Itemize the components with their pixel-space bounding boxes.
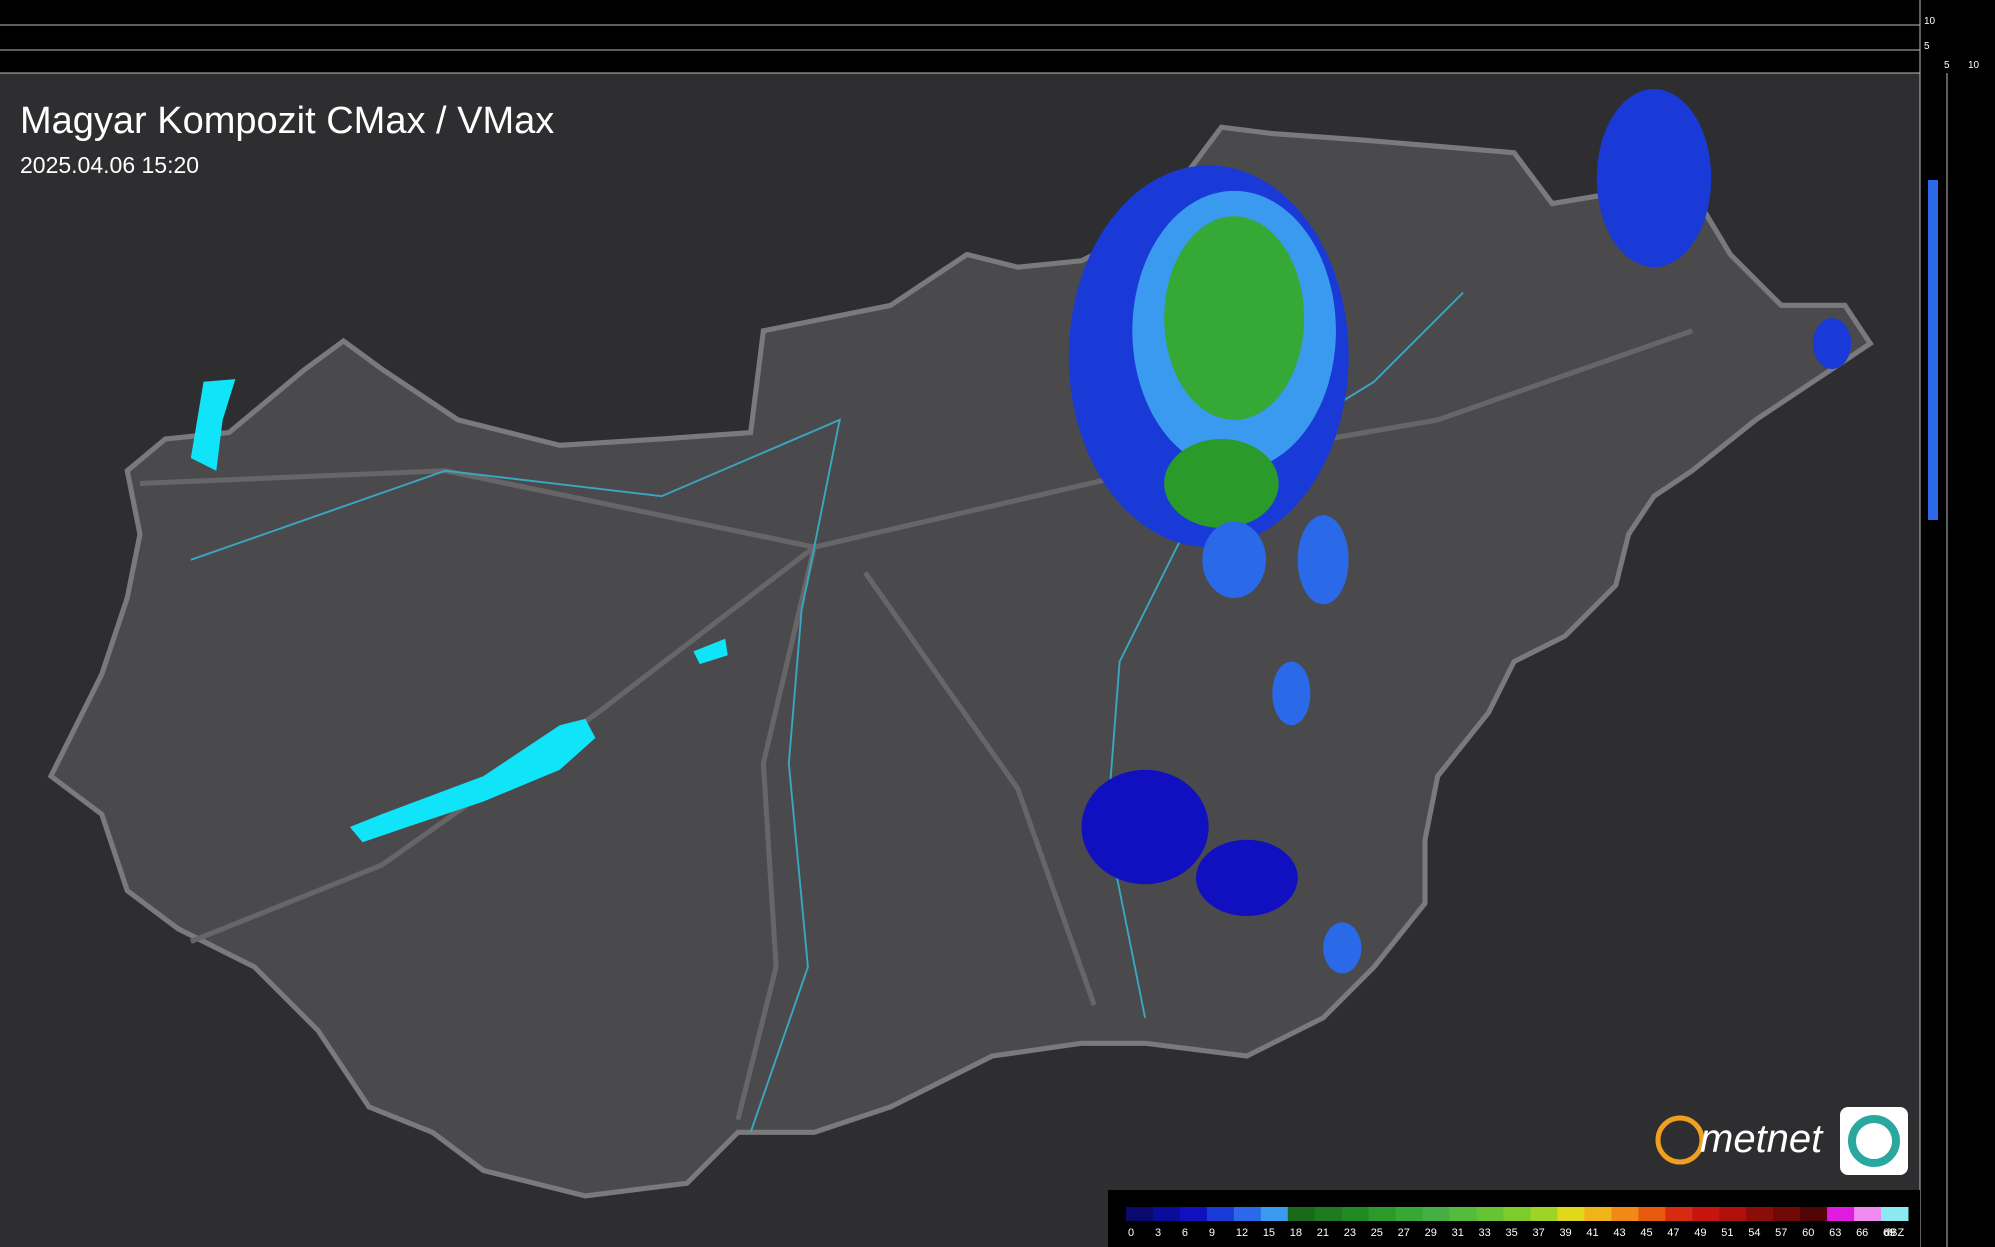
legend-swatch — [1287, 1207, 1316, 1221]
legend-label: 66 — [1856, 1227, 1868, 1239]
echo — [1081, 769, 1209, 885]
legend-label: 39 — [1559, 1227, 1571, 1239]
road — [139, 328, 1693, 550]
echo — [1164, 438, 1279, 529]
legend-swatch — [1126, 1207, 1154, 1221]
road — [863, 571, 1097, 1006]
legend-label: 69 — [1883, 1227, 1895, 1239]
legend-label: 29 — [1425, 1227, 1437, 1239]
lake — [190, 379, 236, 471]
legend-label: 51 — [1721, 1227, 1733, 1239]
legend-label: 3 — [1155, 1227, 1161, 1239]
legend-swatch — [1611, 1207, 1639, 1221]
legend-label: 45 — [1640, 1227, 1652, 1239]
echo — [1164, 216, 1305, 420]
legend-label: 23 — [1344, 1227, 1356, 1239]
logo: metnet — [1655, 1107, 1908, 1175]
legend-label: 57 — [1775, 1227, 1787, 1239]
legend-label: 9 — [1209, 1227, 1215, 1239]
legend-label: 63 — [1829, 1227, 1841, 1239]
country-outline — [47, 124, 1874, 1199]
echo — [1323, 922, 1362, 974]
legend-swatch — [1476, 1207, 1505, 1221]
echo — [1596, 89, 1712, 268]
legend-label: 21 — [1317, 1227, 1329, 1239]
legend-swatch — [1449, 1207, 1478, 1221]
echo — [1297, 515, 1349, 605]
scale-label: 10 — [1968, 60, 1980, 71]
legend-swatch — [1260, 1207, 1289, 1221]
legend-swatch — [1665, 1207, 1693, 1221]
map-layer — [47, 89, 1874, 1199]
echo — [1202, 521, 1266, 598]
logo-text: metnet — [1700, 1117, 1824, 1161]
top-strip — [0, 0, 1920, 73]
legend-swatch — [1206, 1207, 1235, 1221]
lake — [349, 718, 596, 843]
legend-label: 49 — [1694, 1227, 1706, 1239]
precipitation — [1068, 89, 1852, 974]
legend-label: 60 — [1802, 1227, 1814, 1239]
legend-swatch — [1368, 1207, 1397, 1221]
legend-swatch — [1422, 1207, 1451, 1221]
side-profile — [1928, 180, 1938, 520]
legend-unit: dBZ — [1884, 1227, 1904, 1239]
legend-swatch — [1314, 1207, 1343, 1221]
legend-label: 6 — [1182, 1227, 1188, 1239]
legend-label: 33 — [1479, 1227, 1491, 1239]
legend-swatch — [1800, 1207, 1828, 1221]
road — [735, 546, 817, 1121]
legend-swatch — [1692, 1207, 1720, 1221]
legend: 0 3 6 9 12 15 18 21 23 25 27 29 31 33 35 37 39 41 43 45 47 49… — [1126, 1207, 1909, 1239]
legend-swatch — [1530, 1207, 1558, 1221]
legend-swatch — [1719, 1207, 1747, 1221]
legend-swatch — [1152, 1207, 1181, 1221]
legend-swatch — [1854, 1207, 1882, 1221]
echo — [1813, 318, 1852, 369]
legend-swatch — [1503, 1207, 1531, 1221]
legend-label: 25 — [1371, 1227, 1383, 1239]
legend-swatch — [1557, 1207, 1585, 1221]
title: Magyar Kompozit CMax / VMax — [20, 100, 554, 142]
scale-label: 5 — [1944, 60, 1950, 71]
legend-label: 47 — [1667, 1227, 1679, 1239]
logo-swirl — [1848, 1115, 1900, 1167]
scale-label: 5 — [1924, 41, 1930, 52]
legend-label: 35 — [1506, 1227, 1518, 1239]
legend-swatch — [1881, 1207, 1909, 1221]
legend-label: 0 — [1128, 1227, 1134, 1239]
river — [190, 418, 842, 1133]
legend-swatch — [1341, 1207, 1370, 1221]
legend-label: 31 — [1452, 1227, 1464, 1239]
timestamp: 2025.04.06 15:20 — [20, 152, 199, 178]
lake — [693, 638, 728, 665]
echo — [1272, 661, 1311, 726]
legend-swatch — [1746, 1207, 1774, 1221]
legend-label: 27 — [1398, 1227, 1410, 1239]
legend-label: 15 — [1263, 1227, 1275, 1239]
legend-label: 43 — [1613, 1227, 1625, 1239]
scale-label: 10 — [1924, 16, 1936, 27]
legend-label: 54 — [1748, 1227, 1760, 1239]
legend-label: 18 — [1290, 1227, 1302, 1239]
legend-swatch — [1773, 1207, 1801, 1221]
legend-swatch — [1827, 1207, 1855, 1221]
legend-label: 12 — [1236, 1227, 1248, 1239]
legend-label: 41 — [1586, 1227, 1598, 1239]
legend-swatch — [1395, 1207, 1424, 1221]
legend-swatch — [1233, 1207, 1262, 1221]
legend-label: 37 — [1532, 1227, 1544, 1239]
echo — [1195, 839, 1298, 917]
logo-sun — [1655, 1115, 1705, 1165]
legend-swatch — [1584, 1207, 1612, 1221]
legend-swatch — [1179, 1207, 1208, 1221]
legend-swatch — [1638, 1207, 1666, 1221]
